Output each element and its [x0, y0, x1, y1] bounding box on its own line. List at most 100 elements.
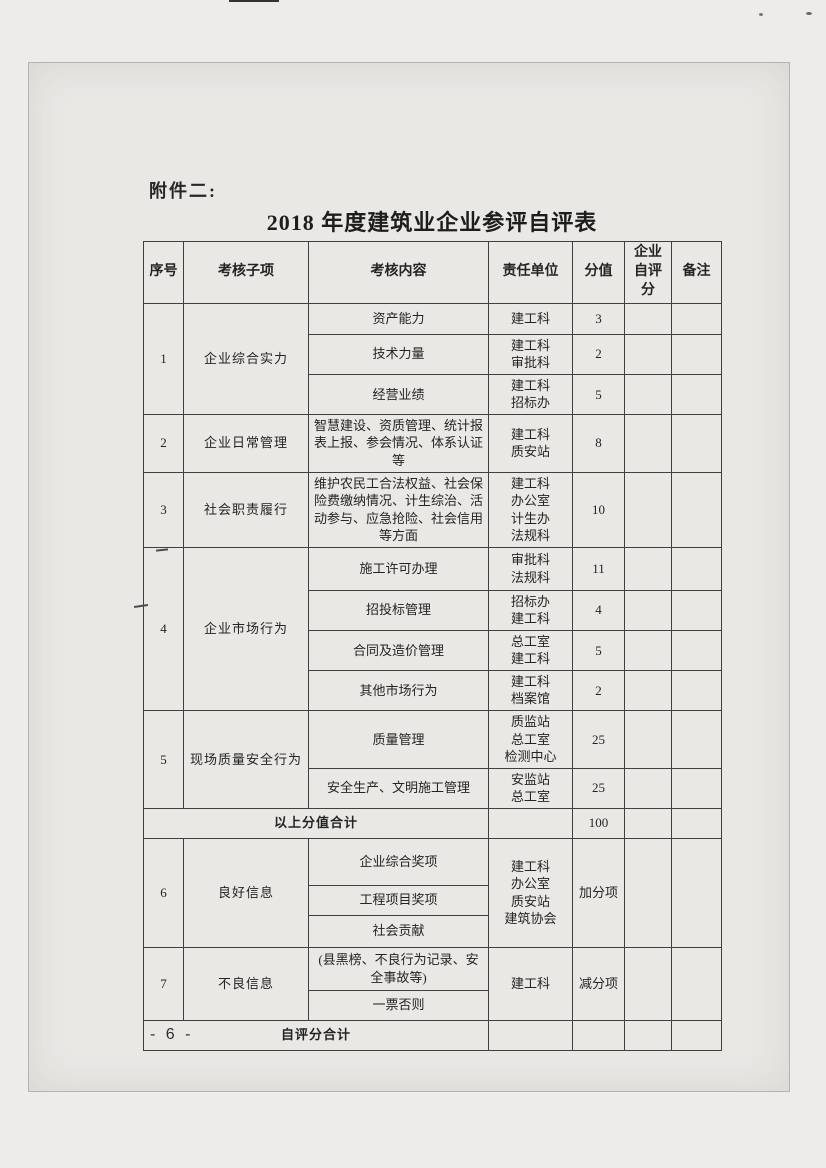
- g4-r1-unit: 审批科 法规科: [488, 546, 573, 591]
- g1-r3-content: 经营业绩: [308, 373, 489, 415]
- g1-r3-score: 5: [572, 373, 625, 415]
- g5-r2-score: 25: [572, 767, 625, 809]
- table-row: 社会贡献: [144, 914, 722, 948]
- g4-r3-self-score-empty: [624, 629, 672, 671]
- table-row: 3 社会职责履行 维护农民工合法权益、社会保险费缴纳情况、计生综治、活动参与、应…: [143, 471, 722, 548]
- g4-r4-score: 2: [572, 669, 625, 711]
- header-content: 考核内容: [308, 241, 489, 304]
- g6-r3-content: 社会贡献: [308, 914, 489, 948]
- g3-r1-content: 维护农民工合法权益、社会保险费缴纳情况、计生综治、活动参与、应急抢险、社会信用等…: [308, 471, 489, 548]
- g6-self-score-empty: [624, 837, 672, 948]
- g7-r1-content: (县黑榜、不良行为记录、安全事故等): [308, 946, 489, 991]
- table-row: 7 不良信息 (县黑榜、不良行为记录、安全事故等) 建工科 减分项: [143, 946, 722, 1021]
- scan-artifact: [229, 0, 279, 2]
- evaluation-table: 序号 考核子项 考核内容 责任单位 分值 企业 自评分 备注 1 企业综合实力 …: [143, 241, 722, 1051]
- g2-r1-content: 智慧建设、资质管理、统计报表上报、参会情况、体系认证等: [308, 413, 489, 473]
- table-row: 招投标管理 招标办 建工科 4: [144, 589, 722, 631]
- g1-r2-score: 2: [572, 333, 625, 375]
- g4-r4-unit: 建工科 档案馆: [488, 669, 573, 711]
- g5-r2-remark-empty: [671, 767, 722, 809]
- g4-r3-score: 5: [572, 629, 625, 671]
- g4-r3-content: 合同及造价管理: [308, 629, 489, 671]
- g2-r1-remark-empty: [671, 413, 722, 473]
- g1-seq: 1: [143, 302, 184, 415]
- subtotal-row: 以上分值合计 100: [143, 807, 722, 839]
- header-score: 分值: [572, 241, 625, 304]
- subtotal-self-score-empty: [624, 807, 672, 839]
- g6-r1-content: 企业综合奖项: [308, 837, 489, 886]
- g4-r2-self-score-empty: [624, 589, 672, 631]
- g2-r1-score: 8: [572, 413, 625, 473]
- table-row: 6 良好信息 企业综合奖项 建工科 办公室 质安站 建筑协会 加分项: [143, 837, 722, 948]
- header-row: 序号 考核子项 考核内容 责任单位 分值 企业 自评分 备注: [143, 241, 722, 304]
- g6-seq: 6: [143, 837, 184, 948]
- g7-self-score-empty: [624, 946, 672, 1021]
- header-unit: 责任单位: [488, 241, 573, 304]
- g4-r2-remark-empty: [671, 589, 722, 631]
- g5-r1-score: 25: [572, 709, 625, 769]
- g4-r4-remark-empty: [671, 669, 722, 711]
- g3-seq: 3: [143, 471, 184, 548]
- subtotal-score: 100: [572, 807, 625, 839]
- g1-r1-score: 3: [572, 302, 625, 335]
- table-row: 安全生产、文明施工管理 安监站 总工室 25: [144, 767, 722, 809]
- table-row: 4 企业市场行为 施工许可办理 审批科 法规科 11: [143, 546, 722, 711]
- table-row: 合同及造价管理 总工室 建工科 5: [144, 629, 722, 671]
- g2-seq: 2: [143, 413, 184, 473]
- g6-score: 加分项: [572, 837, 625, 948]
- table-row: 5 现场质量安全行为 质量管理 质监站 总工室 检测中心 25: [143, 709, 722, 809]
- g5-r1-unit: 质监站 总工室 检测中心: [488, 709, 573, 769]
- header-sub-item: 考核子项: [183, 241, 309, 304]
- g1-r2-remark-empty: [671, 333, 722, 375]
- g5-name: 现场质量安全行为: [183, 709, 309, 809]
- g1-r3-self-score-empty: [624, 373, 672, 415]
- g1-r2-self-score-empty: [624, 333, 672, 375]
- table-row: 一票否则: [144, 989, 722, 1021]
- table-row: 其他市场行为 建工科 档案馆 2: [144, 669, 722, 711]
- g4-r3-remark-empty: [671, 629, 722, 671]
- g3-r1-unit: 建工科 办公室 计生办 法规科: [488, 471, 573, 548]
- total-unit-empty: [488, 1019, 573, 1051]
- g1-r1-content: 资产能力: [308, 302, 489, 335]
- scan-artifact: [806, 12, 812, 15]
- g4-name: 企业市场行为: [183, 546, 309, 711]
- g4-r2-content: 招投标管理: [308, 589, 489, 631]
- g2-name: 企业日常管理: [183, 413, 309, 473]
- g6-unit: 建工科 办公室 质安站 建筑协会: [488, 837, 573, 948]
- g4-r3-unit: 总工室 建工科: [488, 629, 573, 671]
- g3-r1-score: 10: [572, 471, 625, 548]
- subtotal-unit-empty: [488, 807, 573, 839]
- g1-r1-self-score-empty: [624, 302, 672, 335]
- header-remark: 备注: [671, 241, 722, 304]
- subtotal-label: 以上分值合计: [143, 807, 489, 839]
- g4-r1-score: 11: [572, 546, 625, 591]
- total-self-score-empty: [624, 1019, 672, 1051]
- g6-remark-empty: [671, 837, 722, 948]
- g4-seq: 4: [143, 546, 184, 711]
- g7-remark-empty: [671, 946, 722, 1021]
- table-row: 经营业绩 建工科 招标办 5: [144, 373, 722, 415]
- g5-seq: 5: [143, 709, 184, 809]
- g4-r1-self-score-empty: [624, 546, 672, 591]
- g1-r3-remark-empty: [671, 373, 722, 415]
- document-title: 2018 年度建筑业企业参评自评表: [266, 210, 598, 235]
- total-label: 自评分合计: [143, 1019, 489, 1051]
- subtotal-remark-empty: [671, 807, 722, 839]
- g3-r1-remark-empty: [671, 471, 722, 548]
- g1-r3-unit: 建工科 招标办: [488, 373, 573, 415]
- g7-seq: 7: [143, 946, 184, 1021]
- table-row: 1 企业综合实力 资产能力 建工科 3: [143, 302, 722, 415]
- g1-r2-unit: 建工科 审批科: [488, 333, 573, 375]
- g2-r1-unit: 建工科 质安站: [488, 413, 573, 473]
- g2-r1-self-score-empty: [624, 413, 672, 473]
- g4-r1-content: 施工许可办理: [308, 546, 489, 591]
- g4-r4-self-score-empty: [624, 669, 672, 711]
- header-self-score: 企业 自评分: [624, 241, 672, 304]
- g7-score: 减分项: [572, 946, 625, 1021]
- g4-r2-score: 4: [572, 589, 625, 631]
- g1-r1-unit: 建工科: [488, 302, 573, 335]
- total-remark-empty: [671, 1019, 722, 1051]
- g1-r2-content: 技术力量: [308, 333, 489, 375]
- attachment-label: 附件二:: [149, 181, 217, 201]
